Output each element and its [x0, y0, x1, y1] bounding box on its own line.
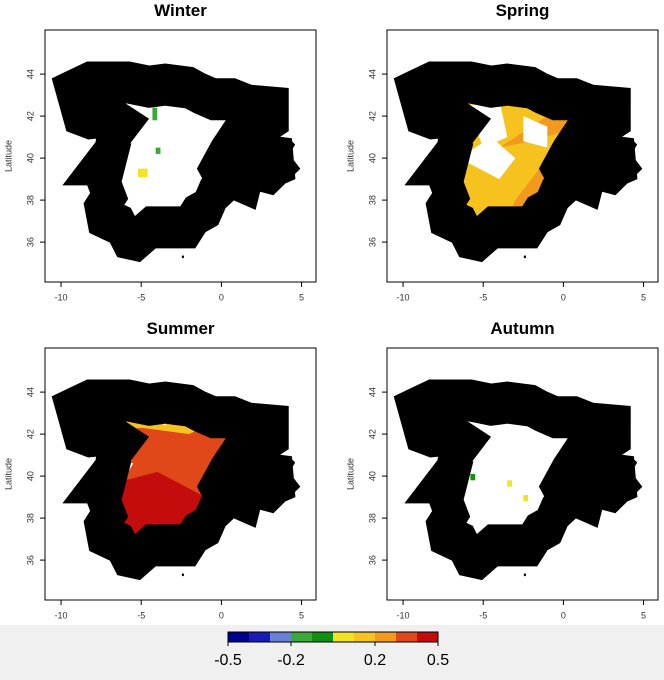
x-tick-label: -10 — [397, 292, 410, 302]
colorbar-swatch — [228, 632, 250, 642]
y-tick-label: 40 — [367, 153, 377, 163]
map — [414, 83, 632, 259]
map — [72, 83, 290, 259]
y-axis-label: Latitude — [3, 140, 13, 172]
x-tick-label: 0 — [561, 292, 566, 302]
panel-title: Autumn — [490, 319, 554, 338]
colorbar-swatch — [333, 632, 355, 642]
map-panel: Spring -10 -5 0 5 36 38 40 42 44 Latitude — [345, 1, 659, 302]
island — [181, 255, 185, 259]
plot-frame — [386, 29, 659, 283]
y-tick-label: 38 — [367, 513, 377, 523]
map — [414, 401, 632, 577]
coastline — [72, 83, 290, 241]
colorbar-swatch — [354, 632, 376, 642]
map — [69, 396, 290, 576]
y-tick-label: 36 — [25, 555, 35, 565]
y-tick-label: 40 — [367, 471, 377, 481]
colorbar-swatch — [249, 632, 271, 642]
x-tick-label: 5 — [641, 610, 646, 620]
colorbar-label: 0.2 — [364, 652, 386, 669]
island — [173, 560, 177, 564]
y-axis-label: Latitude — [3, 458, 13, 490]
colorbar-frame — [227, 631, 439, 643]
y-tick-label: 36 — [25, 237, 35, 247]
x-tick-label: 5 — [299, 610, 304, 620]
x-tick-label: 0 — [561, 610, 566, 620]
y-tick-label: 40 — [25, 471, 35, 481]
plot-frame — [386, 347, 659, 601]
island — [523, 573, 527, 577]
plot-frame — [44, 29, 317, 283]
y-tick-label: 36 — [367, 237, 377, 247]
x-tick-label: -10 — [397, 610, 410, 620]
island — [515, 242, 519, 246]
y-axis-label: Latitude — [345, 458, 355, 490]
panel-title: Summer — [146, 319, 214, 338]
y-tick-label: 42 — [367, 429, 377, 439]
y-tick-label: 44 — [367, 69, 377, 79]
y-tick-label: 38 — [367, 195, 377, 205]
colorbar-swatch — [417, 632, 439, 642]
x-tick-label: 0 — [219, 610, 224, 620]
y-tick-label: 38 — [25, 513, 35, 523]
y-tick-label: 44 — [25, 69, 35, 79]
x-tick-label: -5 — [137, 292, 145, 302]
x-tick-label: 5 — [299, 292, 304, 302]
colorbar-swatch — [291, 632, 313, 642]
x-tick-label: 5 — [641, 292, 646, 302]
map-panel: Summer -10 -5 0 5 36 38 40 42 44 Latitude — [3, 319, 317, 620]
y-tick-label: 42 — [367, 111, 377, 121]
colorbar-swatch — [312, 632, 334, 642]
map-panel: Winter -10 -5 0 5 36 38 40 42 44 Latitude — [3, 1, 317, 302]
colorbar-label: -0.2 — [277, 652, 305, 669]
panel-title: Winter — [154, 1, 207, 20]
colorbar-swatch — [375, 632, 397, 642]
y-tick-label: 42 — [25, 111, 35, 121]
x-tick-label: -5 — [479, 292, 487, 302]
island — [173, 242, 177, 246]
y-axis-label: Latitude — [345, 140, 355, 172]
island — [515, 560, 519, 564]
y-tick-label: 40 — [25, 153, 35, 163]
x-tick-label: -10 — [55, 292, 68, 302]
panel-title: Spring — [496, 1, 550, 20]
y-tick-label: 44 — [367, 387, 377, 397]
y-tick-label: 36 — [367, 555, 377, 565]
y-tick-label: 42 — [25, 429, 35, 439]
x-tick-label: -10 — [55, 610, 68, 620]
x-tick-label: -5 — [479, 610, 487, 620]
x-tick-label: -5 — [137, 610, 145, 620]
colorbar-swatch — [396, 632, 418, 642]
colorbar-label: -0.5 — [214, 652, 242, 669]
island — [181, 573, 185, 577]
coastline — [414, 401, 632, 559]
map-panel: Autumn -10 -5 0 5 36 38 40 42 44 Latitude — [345, 319, 659, 620]
colorbar-swatch — [270, 632, 292, 642]
colorbar-label: 0.5 — [427, 652, 449, 669]
y-tick-label: 44 — [25, 387, 35, 397]
island — [523, 255, 527, 259]
x-tick-label: 0 — [219, 292, 224, 302]
plot-frame — [44, 347, 317, 601]
y-tick-label: 38 — [25, 195, 35, 205]
